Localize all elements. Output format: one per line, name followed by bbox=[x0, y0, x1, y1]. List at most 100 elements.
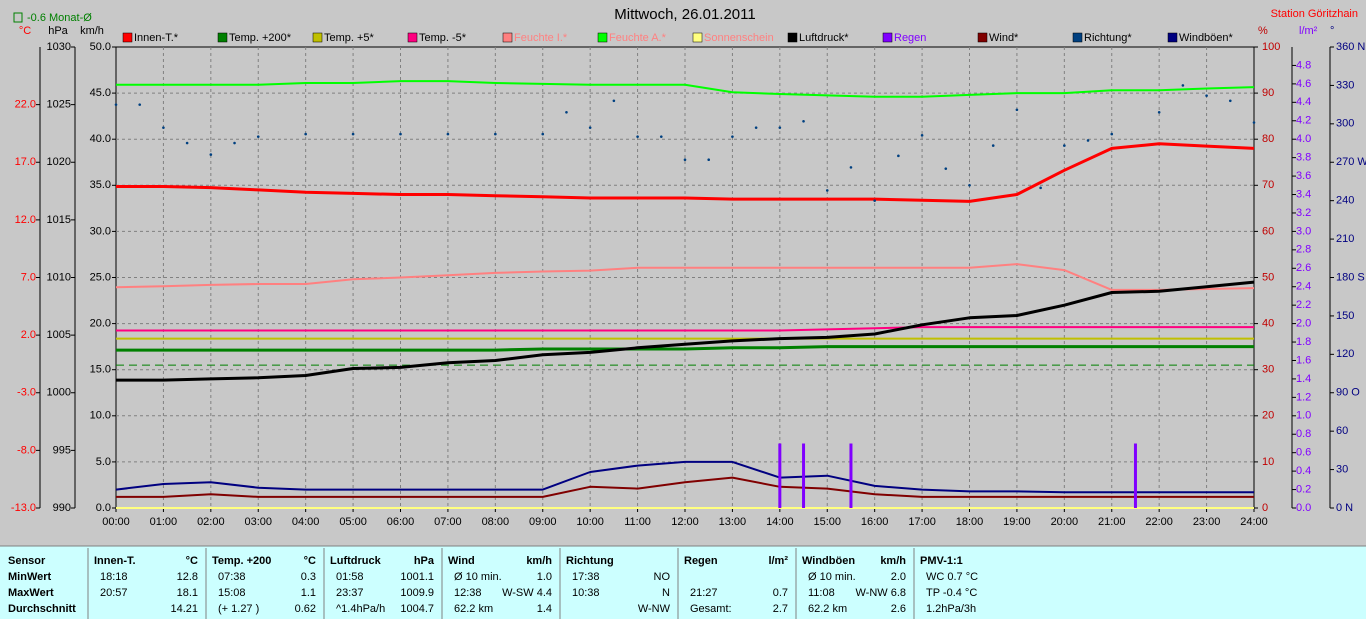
y-tick-label: 70 bbox=[1262, 179, 1274, 191]
table-cell: 1.4 bbox=[537, 603, 552, 615]
x-tick-label: 15:00 bbox=[813, 516, 841, 528]
table-cell: 15:08 bbox=[218, 587, 246, 599]
direction-dot bbox=[873, 199, 876, 202]
direction-dot bbox=[1039, 186, 1042, 190]
y-tick-label: 1000 bbox=[47, 387, 71, 399]
y-tick-label: 25.0 bbox=[90, 271, 111, 283]
direction-dot bbox=[1063, 144, 1066, 147]
direction-dot bbox=[636, 135, 639, 138]
axis-unit: km/h bbox=[80, 25, 104, 37]
column-title: Temp. +200 bbox=[212, 555, 271, 567]
y-tick-label: 0 bbox=[1262, 502, 1268, 514]
legend-label: Feuchte I.* bbox=[514, 32, 568, 44]
x-tick-label: 21:00 bbox=[1098, 516, 1126, 528]
table-cell: 2.7 bbox=[773, 603, 788, 615]
direction-dot bbox=[138, 103, 142, 106]
y-tick-label: 990 bbox=[53, 502, 71, 514]
x-tick-label: 18:00 bbox=[956, 516, 984, 528]
y-tick-label: 330 bbox=[1336, 79, 1354, 91]
table-cell: 2.6 bbox=[891, 603, 906, 615]
x-tick-label: 12:00 bbox=[671, 516, 699, 528]
y-tick-label: 2.4 bbox=[1296, 281, 1311, 293]
y-tick-label: 100 bbox=[1262, 41, 1280, 53]
y-tick-label: 50 bbox=[1262, 271, 1274, 283]
y-tick-label: 1.2 bbox=[1296, 391, 1311, 403]
direction-dot bbox=[541, 132, 545, 136]
direction-dot bbox=[399, 132, 402, 136]
y-tick-label: 0 N bbox=[1336, 502, 1353, 514]
legend-swatch bbox=[977, 32, 988, 43]
y-tick-label: 300 bbox=[1336, 118, 1354, 130]
y-tick-label: 30.0 bbox=[90, 225, 111, 237]
y-tick-label: 240 bbox=[1336, 195, 1354, 207]
legend-swatch bbox=[217, 32, 228, 43]
y-tick-label: 0.0 bbox=[96, 502, 111, 514]
table-cell: 1.0 bbox=[537, 571, 552, 583]
direction-dot bbox=[1015, 108, 1019, 112]
table-cell: 1.2hPa/3h bbox=[926, 603, 976, 615]
table-cell: 0.62 bbox=[295, 603, 316, 615]
direction-dot bbox=[707, 158, 711, 161]
direction-dot bbox=[162, 126, 165, 129]
direction-dot bbox=[256, 135, 260, 138]
x-tick-label: 08:00 bbox=[482, 516, 510, 528]
row-label: Durchschnitt bbox=[8, 603, 76, 615]
direction-dot bbox=[1086, 139, 1090, 142]
direction-dot bbox=[185, 141, 189, 145]
y-tick-label: 20 bbox=[1262, 410, 1274, 422]
y-tick-label: 1.0 bbox=[1296, 410, 1311, 422]
y-tick-label: 60 bbox=[1262, 225, 1274, 237]
y-tick-label: 2.0 bbox=[21, 329, 36, 341]
legend-label: Innen-T.* bbox=[134, 32, 179, 44]
table-cell: 62.2 km bbox=[454, 603, 493, 615]
table-cell: ^1.4hPa/h bbox=[336, 603, 385, 615]
y-tick-label: 50.0 bbox=[90, 41, 111, 53]
table-background bbox=[0, 546, 1366, 619]
legend-swatch bbox=[1072, 32, 1083, 43]
direction-dot bbox=[731, 135, 734, 138]
y-tick-label: 15.0 bbox=[90, 364, 111, 376]
column-unit: km/h bbox=[880, 555, 906, 567]
y-tick-label: 3.8 bbox=[1296, 152, 1311, 164]
x-tick-label: 10:00 bbox=[576, 516, 604, 528]
x-tick-label: 16:00 bbox=[861, 516, 889, 528]
direction-dot bbox=[897, 154, 900, 158]
legend-label: Windböen* bbox=[1179, 32, 1234, 44]
table-cell: W-NW 6.8 bbox=[855, 587, 906, 599]
series-line bbox=[116, 476, 1254, 498]
table-cell: 18:18 bbox=[100, 571, 128, 583]
table-cell: 17:38 bbox=[572, 571, 600, 583]
direction-dot bbox=[304, 132, 307, 136]
x-tick-label: 14:00 bbox=[766, 516, 794, 528]
y-tick-label: 12.0 bbox=[15, 214, 36, 226]
table-cell: 1001.1 bbox=[400, 571, 434, 583]
direction-dot bbox=[612, 99, 616, 103]
table-cell: 0.7 bbox=[773, 587, 788, 599]
legend-swatch bbox=[312, 32, 323, 43]
y-tick-label: 22.0 bbox=[15, 99, 36, 111]
legend-swatch bbox=[882, 32, 893, 43]
direction-dot bbox=[233, 141, 236, 145]
y-tick-label: 1.4 bbox=[1296, 373, 1311, 385]
y-tick-label: 3.4 bbox=[1296, 188, 1311, 200]
y-tick-label: 40 bbox=[1262, 318, 1274, 330]
column-unit: l/m² bbox=[768, 555, 788, 567]
table-cell: 1.1 bbox=[301, 587, 316, 599]
column-title: Richtung bbox=[566, 555, 614, 567]
y-tick-label: 1.8 bbox=[1296, 336, 1311, 348]
direction-dot bbox=[446, 132, 450, 136]
y-tick-label: 120 bbox=[1336, 348, 1354, 360]
y-tick-label: 2.0 bbox=[1296, 318, 1311, 330]
y-tick-label: 2.2 bbox=[1296, 299, 1311, 311]
y-tick-label: 0.8 bbox=[1296, 428, 1311, 440]
table-cell: Ø 10 min. bbox=[454, 571, 502, 583]
y-tick-label: 4.8 bbox=[1296, 59, 1311, 71]
direction-dot bbox=[209, 153, 213, 156]
direction-dot bbox=[1181, 84, 1185, 87]
x-tick-label: 05:00 bbox=[339, 516, 367, 528]
table-cell: TP -0.4 °C bbox=[926, 587, 977, 599]
x-tick-label: 23:00 bbox=[1193, 516, 1221, 528]
avg-icon bbox=[13, 12, 23, 23]
table-cell: W-NW bbox=[638, 603, 671, 615]
y-tick-label: 90 bbox=[1262, 87, 1274, 99]
